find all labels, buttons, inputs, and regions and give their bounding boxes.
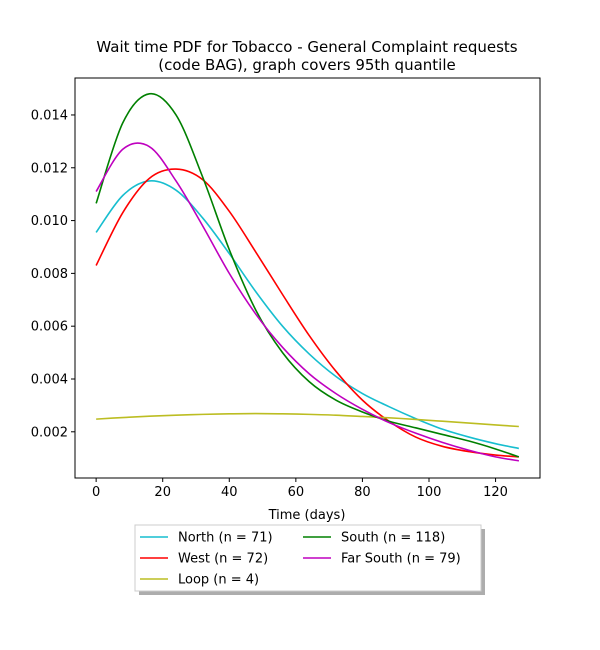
y-tick-label-2: 0.006	[31, 320, 68, 335]
y-tick-label-4: 0.010	[31, 214, 68, 229]
y-tick-label-5: 0.012	[31, 161, 68, 176]
x-tick-label-3: 60	[288, 485, 305, 500]
y-tick-label-3: 0.008	[31, 267, 68, 282]
x-tick-label-2: 40	[221, 485, 238, 500]
series-line-0	[95, 180, 520, 450]
y-tick-label-6: 0.014	[31, 108, 68, 123]
plot-frame	[74, 77, 541, 479]
legend-label-3: South (n = 118)	[341, 531, 445, 546]
series-line-4	[95, 142, 519, 462]
legend-entries: North (n = 71) West (n = 72) Loop (n = 4) S…	[140, 531, 461, 588]
x-tick-label-5: 100	[417, 485, 442, 500]
legend-label-0: North (n = 71)	[178, 531, 273, 546]
series-layer	[95, 93, 520, 462]
y-tick-label-1: 0.004	[31, 372, 68, 387]
x-tick-label-1: 20	[154, 485, 171, 500]
y-tick-label-0: 0.002	[31, 425, 68, 440]
chart-title-line-2: (code BAG), graph covers 95th quantile	[158, 56, 455, 74]
legend: North (n = 71) West (n = 72) Loop (n = 4) S…	[134, 524, 485, 595]
legend-label-2: Loop (n = 4)	[178, 573, 259, 588]
x-tick-label-0: 0	[92, 485, 100, 500]
legend-label-1: West (n = 72)	[178, 552, 268, 567]
legend-label-4: Far South (n = 79)	[341, 552, 461, 567]
series-line-3	[95, 93, 520, 458]
x-tick-label-6: 120	[483, 485, 508, 500]
chart-title-line-1: Wait time PDF for Tobacco - General Comp…	[96, 38, 517, 56]
x-axis-label: Time (days)	[268, 508, 346, 523]
series-line-2	[96, 412, 519, 428]
x-axis: 0 20 40 60 80 100 120	[92, 478, 508, 500]
plot-area	[75, 78, 540, 478]
x-tick-label-4: 80	[354, 485, 371, 500]
y-axis: 0.002 0.004 0.006 0.008 0.010 0.012 0.014	[31, 108, 75, 440]
